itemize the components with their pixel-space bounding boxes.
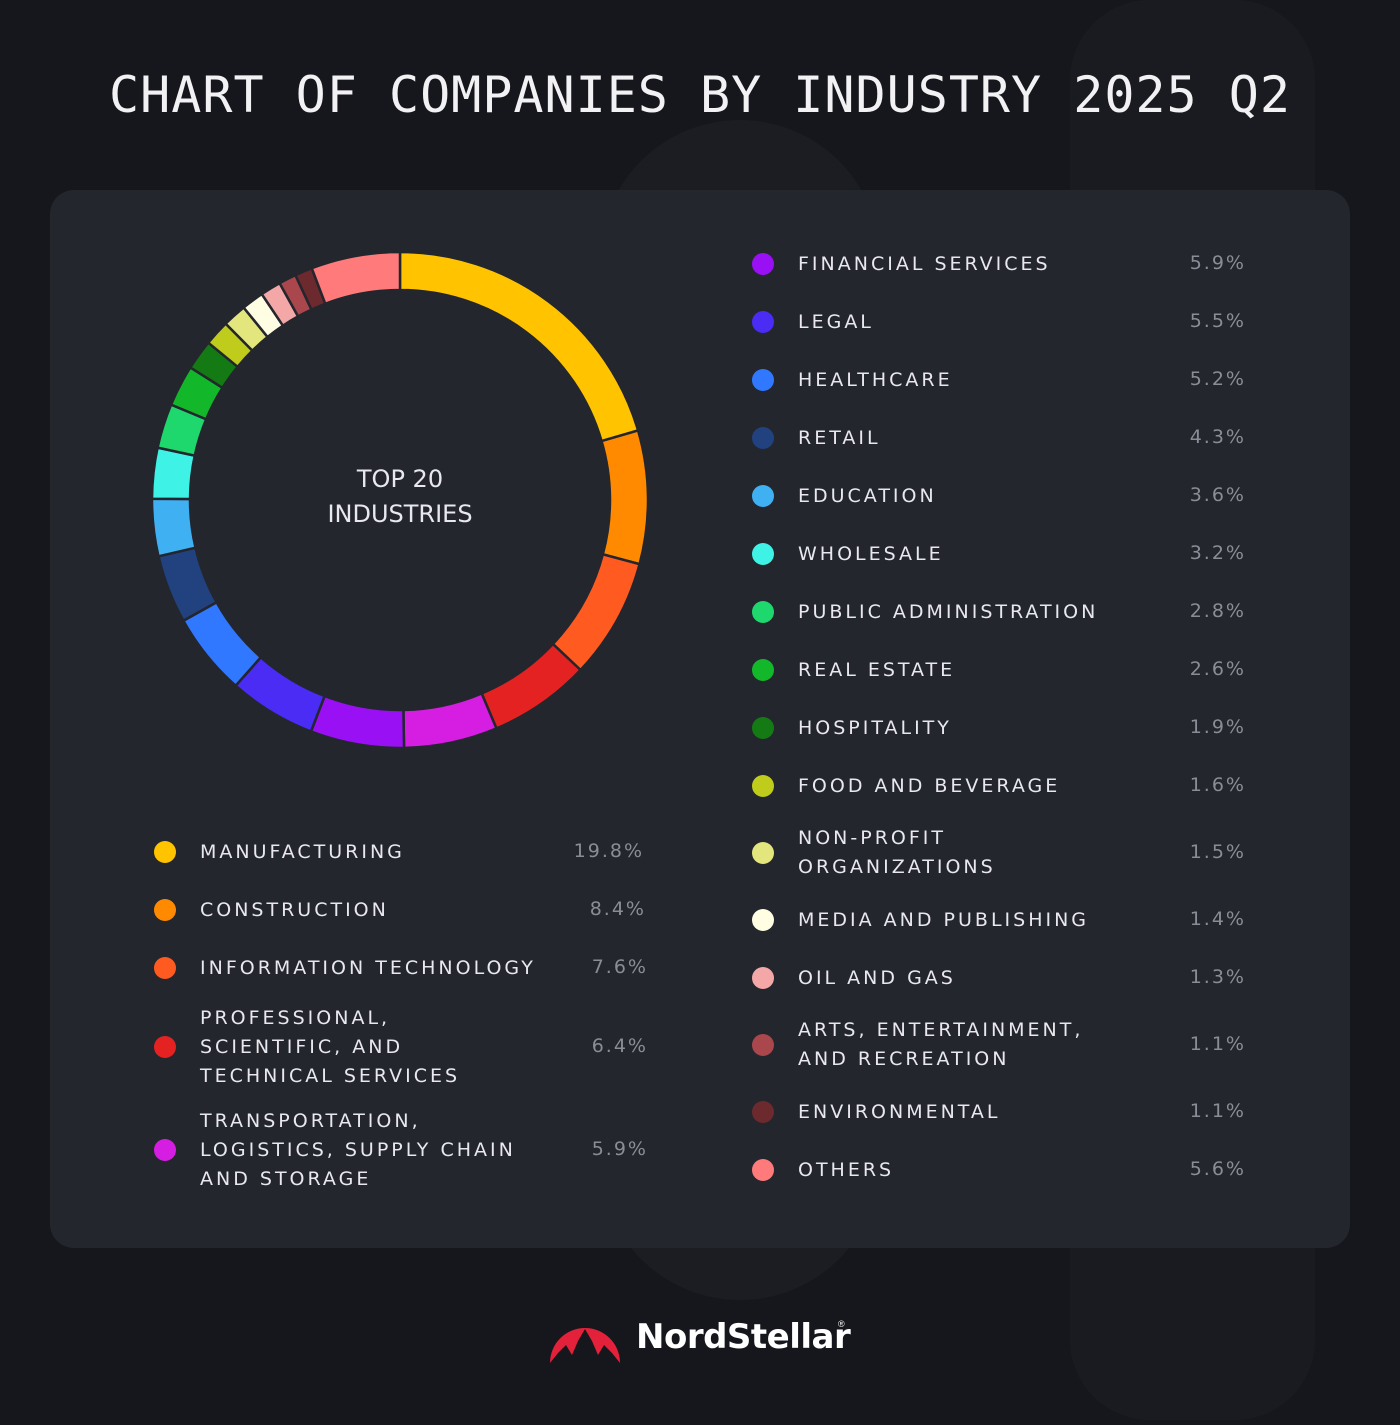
legend-dot-environmental: [752, 1101, 774, 1123]
legend-label-media-and-publishing: MEDIA AND PUBLISHING: [798, 908, 1090, 931]
donut-slice-information-technology: [551, 552, 642, 672]
brand-logo: NordStellar ®: [548, 1305, 868, 1367]
legend-dot-professional-scientific-and-technical-services: [154, 1036, 176, 1058]
legend-value-healthcare: 5.2%: [1189, 368, 1246, 390]
legend-label-oil-and-gas: OIL AND GAS: [798, 966, 956, 989]
donut-slice-education: [150, 497, 197, 558]
legend-value-professional-scientific-and-technical-services: 6.4%: [591, 1035, 648, 1057]
legend-dot-legal: [752, 311, 774, 333]
legend-value-others: 5.6%: [1189, 1158, 1246, 1180]
legend-value-food-and-beverage: 1.6%: [1189, 774, 1246, 796]
legend-dot-transportation-logistics-supply-chain-and-storage: [154, 1139, 176, 1161]
legend-dot-education: [752, 485, 774, 507]
legend-label-manufacturing: MANUFACTURING: [200, 840, 405, 863]
legend-dot-others: [752, 1159, 774, 1181]
donut-slice-professional-scientific-and-technical-services: [480, 642, 583, 731]
legend-label-transportation-logistics-supply-chain-and-storage: TRANSPORTATION, LOGISTICS, SUPPLY CHAIN …: [200, 1109, 516, 1190]
legend-value-retail: 4.3%: [1189, 426, 1246, 448]
legend-label-education: EDUCATION: [798, 484, 937, 507]
legend-value-wholesale: 3.2%: [1189, 542, 1246, 564]
legend-value-arts-entertainment-and-recreation: 1.1%: [1189, 1033, 1246, 1055]
legend-label-healthcare: HEALTHCARE: [798, 368, 953, 391]
legend-label-public-administration: PUBLIC ADMINISTRATION: [798, 600, 1099, 623]
legend-label-professional-scientific-and-technical-services: PROFESSIONAL, SCIENTIFIC, AND TECHNICAL …: [200, 1006, 461, 1087]
legend-value-media-and-publishing: 1.4%: [1189, 908, 1246, 930]
donut-slice-construction: [600, 428, 650, 566]
legend-dot-non-profit-organizations: [752, 842, 774, 864]
legend-value-education: 3.6%: [1189, 484, 1246, 506]
legend-label-food-and-beverage: FOOD AND BEVERAGE: [798, 774, 1061, 797]
legend-value-information-technology: 7.6%: [591, 956, 648, 978]
legend-value-hospitality: 1.9%: [1189, 716, 1246, 738]
legend-label-legal: LEGAL: [798, 310, 874, 333]
brand-name: NordStellar: [636, 1317, 851, 1357]
legend-dot-healthcare: [752, 369, 774, 391]
legend-label-others: OTHERS: [798, 1158, 895, 1181]
center-label-line2: INDUSTRIES: [327, 500, 473, 528]
legend-dot-financial-services: [752, 253, 774, 275]
legend-dot-public-administration: [752, 601, 774, 623]
legend-label-information-technology: INFORMATION TECHNOLOGY: [200, 956, 536, 979]
legend-label-hospitality: HOSPITALITY: [798, 716, 952, 739]
legend-label-retail: RETAIL: [798, 426, 881, 449]
legend-dot-real-estate: [752, 659, 774, 681]
legend-dot-construction: [154, 899, 176, 921]
legend-label-real-estate: REAL ESTATE: [798, 658, 956, 681]
legend-value-manufacturing: 19.8%: [573, 840, 644, 862]
legend-dot-hospitality: [752, 717, 774, 739]
legend-value-financial-services: 5.9%: [1189, 252, 1246, 274]
legend-value-non-profit-organizations: 1.5%: [1189, 841, 1246, 863]
legend-dot-media-and-publishing: [752, 909, 774, 931]
legend-value-legal: 5.5%: [1189, 310, 1246, 332]
legend-label-environmental: ENVIRONMENTAL: [798, 1100, 1001, 1123]
legend-dot-oil-and-gas: [752, 967, 774, 989]
legend-value-construction: 8.4%: [589, 898, 646, 920]
center-label-line1: TOP 20: [356, 465, 444, 493]
legend-label-construction: CONSTRUCTION: [200, 898, 389, 921]
chart-title: CHART OF COMPANIES BY INDUSTRY 2025 Q2: [109, 66, 1291, 124]
donut-slice-financial-services: [309, 694, 406, 750]
legend-label-financial-services: FINANCIAL SERVICES: [798, 252, 1051, 275]
donut-slice-transportation-logistics-supply-chain-and-storage: [402, 691, 499, 750]
legend-value-environmental: 1.1%: [1189, 1100, 1246, 1122]
legend-value-transportation-logistics-supply-chain-and-storage: 5.9%: [591, 1138, 648, 1160]
donut-center-label: TOP 20 INDUSTRIES: [250, 462, 550, 532]
mountain-logo-icon: [550, 1328, 620, 1363]
legend-label-wholesale: WHOLESALE: [798, 542, 944, 565]
donut-chart: [150, 250, 650, 750]
legend-label-non-profit-organizations: NON-PROFIT ORGANIZATIONS: [798, 827, 996, 878]
legend-value-real-estate: 2.6%: [1189, 658, 1246, 680]
legend-dot-manufacturing: [154, 841, 176, 863]
legend-value-public-administration: 2.8%: [1189, 600, 1246, 622]
chart-card: [50, 190, 1350, 1248]
donut-slice-manufacturing: [398, 250, 640, 443]
legend-dot-information-technology: [154, 957, 176, 979]
legend-dot-food-and-beverage: [752, 775, 774, 797]
legend-dot-wholesale: [752, 543, 774, 565]
legend-label-arts-entertainment-and-recreation: ARTS, ENTERTAINMENT, AND RECREATION: [798, 1019, 1084, 1070]
legend-value-oil-and-gas: 1.3%: [1189, 966, 1246, 988]
legend-dot-retail: [752, 427, 774, 449]
brand-registered-mark: ®: [838, 1319, 845, 1329]
legend-dot-arts-entertainment-and-recreation: [752, 1034, 774, 1056]
donut-slice-others: [310, 250, 402, 306]
